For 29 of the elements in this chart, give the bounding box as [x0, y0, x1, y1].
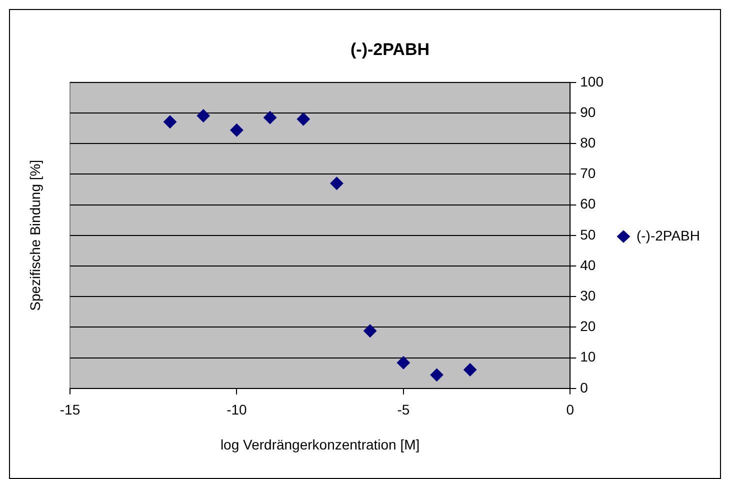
point — [396, 356, 410, 370]
point — [464, 363, 477, 376]
point — [430, 368, 444, 382]
y-tick-label: 40 — [580, 256, 596, 273]
x-tick-label: -15 — [60, 402, 80, 418]
y-tick-label: 60 — [580, 196, 596, 212]
x-axis-title: log Verdrängerkonzentration [M] — [220, 436, 420, 452]
y-tick-label: 90 — [580, 104, 596, 120]
legend-label: (-)-2PABH — [636, 227, 700, 244]
y-tick-label: 0 — [580, 379, 588, 396]
point — [296, 112, 310, 126]
chart-title: (-)-2PABH — [350, 40, 430, 59]
x-tick-label: 0 — [566, 402, 574, 418]
y-axis-title: Spezifische Bindung [%] — [27, 160, 43, 311]
x-tick-label: -10 — [226, 402, 248, 418]
point — [196, 109, 210, 122]
y-tick-label: 80 — [580, 134, 596, 150]
point — [264, 111, 277, 124]
point — [364, 324, 377, 338]
y-tick-label: 50 — [580, 226, 596, 242]
y-tick-label: 10 — [580, 348, 596, 365]
y-tick-label: 70 — [580, 165, 596, 182]
y-tick-label: 30 — [580, 287, 596, 304]
y-tick-label: 20 — [580, 318, 596, 334]
x-tick-label: -5 — [397, 402, 410, 418]
point — [164, 115, 177, 128]
y-tick-label: 100 — [580, 73, 604, 90]
point — [330, 176, 344, 190]
point — [230, 124, 244, 137]
